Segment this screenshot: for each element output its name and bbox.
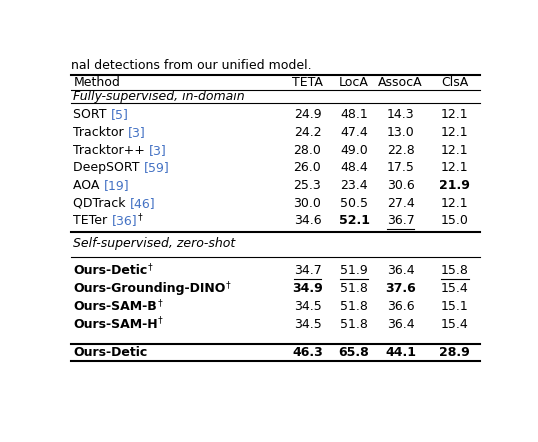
Text: [46]: [46] (130, 197, 155, 210)
Text: 51.8: 51.8 (340, 282, 368, 295)
Text: 30.6: 30.6 (387, 179, 414, 192)
Text: [5]: [5] (111, 108, 129, 121)
Text: [36]: [36] (111, 214, 137, 227)
Text: †: † (226, 280, 231, 289)
Text: QDTrack: QDTrack (74, 197, 130, 210)
Text: AssocA: AssocA (378, 76, 423, 89)
Text: 15.0: 15.0 (441, 214, 469, 227)
Text: 44.1: 44.1 (385, 346, 416, 359)
Text: 30.0: 30.0 (294, 197, 321, 210)
Text: 17.5: 17.5 (387, 161, 414, 174)
Text: Ours-Detic: Ours-Detic (74, 346, 148, 359)
Text: 51.8: 51.8 (340, 318, 368, 331)
Text: 65.8: 65.8 (338, 346, 370, 359)
Text: 46.3: 46.3 (292, 346, 323, 359)
Text: 15.8: 15.8 (441, 264, 469, 278)
Text: Ours-Grounding-DINO: Ours-Grounding-DINO (74, 282, 226, 295)
Text: Tracktor: Tracktor (74, 126, 128, 139)
Text: nal detections from our unified model.: nal detections from our unified model. (71, 59, 312, 72)
Text: 12.1: 12.1 (441, 144, 469, 156)
Text: †: † (148, 263, 152, 271)
Text: DeepSORT: DeepSORT (74, 161, 144, 174)
Text: SORT: SORT (74, 108, 111, 121)
Text: 15.1: 15.1 (441, 300, 469, 313)
Text: 13.0: 13.0 (387, 126, 414, 139)
Text: [3]: [3] (150, 144, 167, 156)
Text: 15.4: 15.4 (441, 318, 469, 331)
Text: 26.0: 26.0 (294, 161, 321, 174)
Text: 14.3: 14.3 (387, 108, 414, 121)
Text: 36.6: 36.6 (387, 300, 414, 313)
Text: 28.9: 28.9 (440, 346, 470, 359)
Text: [3]: [3] (128, 126, 146, 139)
Text: Self-supervised, zero-shot: Self-supervised, zero-shot (74, 237, 236, 251)
Text: Ours-SAM-B: Ours-SAM-B (74, 300, 157, 313)
Text: 48.1: 48.1 (340, 108, 368, 121)
Text: Ours-Detic: Ours-Detic (74, 264, 148, 278)
Text: Method: Method (74, 76, 121, 89)
Text: 36.7: 36.7 (387, 214, 414, 227)
Text: 50.5: 50.5 (340, 197, 368, 210)
Text: 12.1: 12.1 (441, 108, 469, 121)
Text: Ours-SAM-H: Ours-SAM-H (74, 318, 158, 331)
Text: 15.4: 15.4 (441, 282, 469, 295)
Text: ClsA: ClsA (441, 76, 469, 89)
Text: 51.8: 51.8 (340, 300, 368, 313)
Text: 51.9: 51.9 (340, 264, 368, 278)
Text: 34.6: 34.6 (294, 214, 321, 227)
Text: [59]: [59] (144, 161, 169, 174)
Text: †: † (137, 212, 142, 221)
Text: 37.6: 37.6 (385, 282, 416, 295)
Text: 34.5: 34.5 (294, 318, 321, 331)
Text: 49.0: 49.0 (340, 144, 368, 156)
Text: 22.8: 22.8 (387, 144, 414, 156)
Text: Fully-supervised, in-domain: Fully-supervised, in-domain (74, 91, 245, 103)
Text: 24.2: 24.2 (294, 126, 321, 139)
Text: 25.3: 25.3 (294, 179, 321, 192)
Text: 28.0: 28.0 (294, 144, 321, 156)
Text: TETA: TETA (292, 76, 323, 89)
Text: 52.1: 52.1 (338, 214, 370, 227)
Text: 24.9: 24.9 (294, 108, 321, 121)
Text: 12.1: 12.1 (441, 126, 469, 139)
Text: †: † (157, 298, 162, 307)
Text: 34.9: 34.9 (292, 282, 323, 295)
Text: [19]: [19] (104, 179, 130, 192)
Text: 12.1: 12.1 (441, 161, 469, 174)
Text: 21.9: 21.9 (440, 179, 470, 192)
Text: 23.4: 23.4 (340, 179, 368, 192)
Text: 36.4: 36.4 (387, 318, 414, 331)
Text: 34.7: 34.7 (294, 264, 321, 278)
Text: 34.5: 34.5 (294, 300, 321, 313)
Text: 27.4: 27.4 (387, 197, 414, 210)
Text: 36.4: 36.4 (387, 264, 414, 278)
Text: TETer: TETer (74, 214, 111, 227)
Text: 47.4: 47.4 (340, 126, 368, 139)
Text: 12.1: 12.1 (441, 197, 469, 210)
Text: LocA: LocA (339, 76, 369, 89)
Text: 48.4: 48.4 (340, 161, 368, 174)
Text: AOA: AOA (74, 179, 104, 192)
Text: †: † (158, 316, 163, 324)
Text: Tracktor++: Tracktor++ (74, 144, 150, 156)
